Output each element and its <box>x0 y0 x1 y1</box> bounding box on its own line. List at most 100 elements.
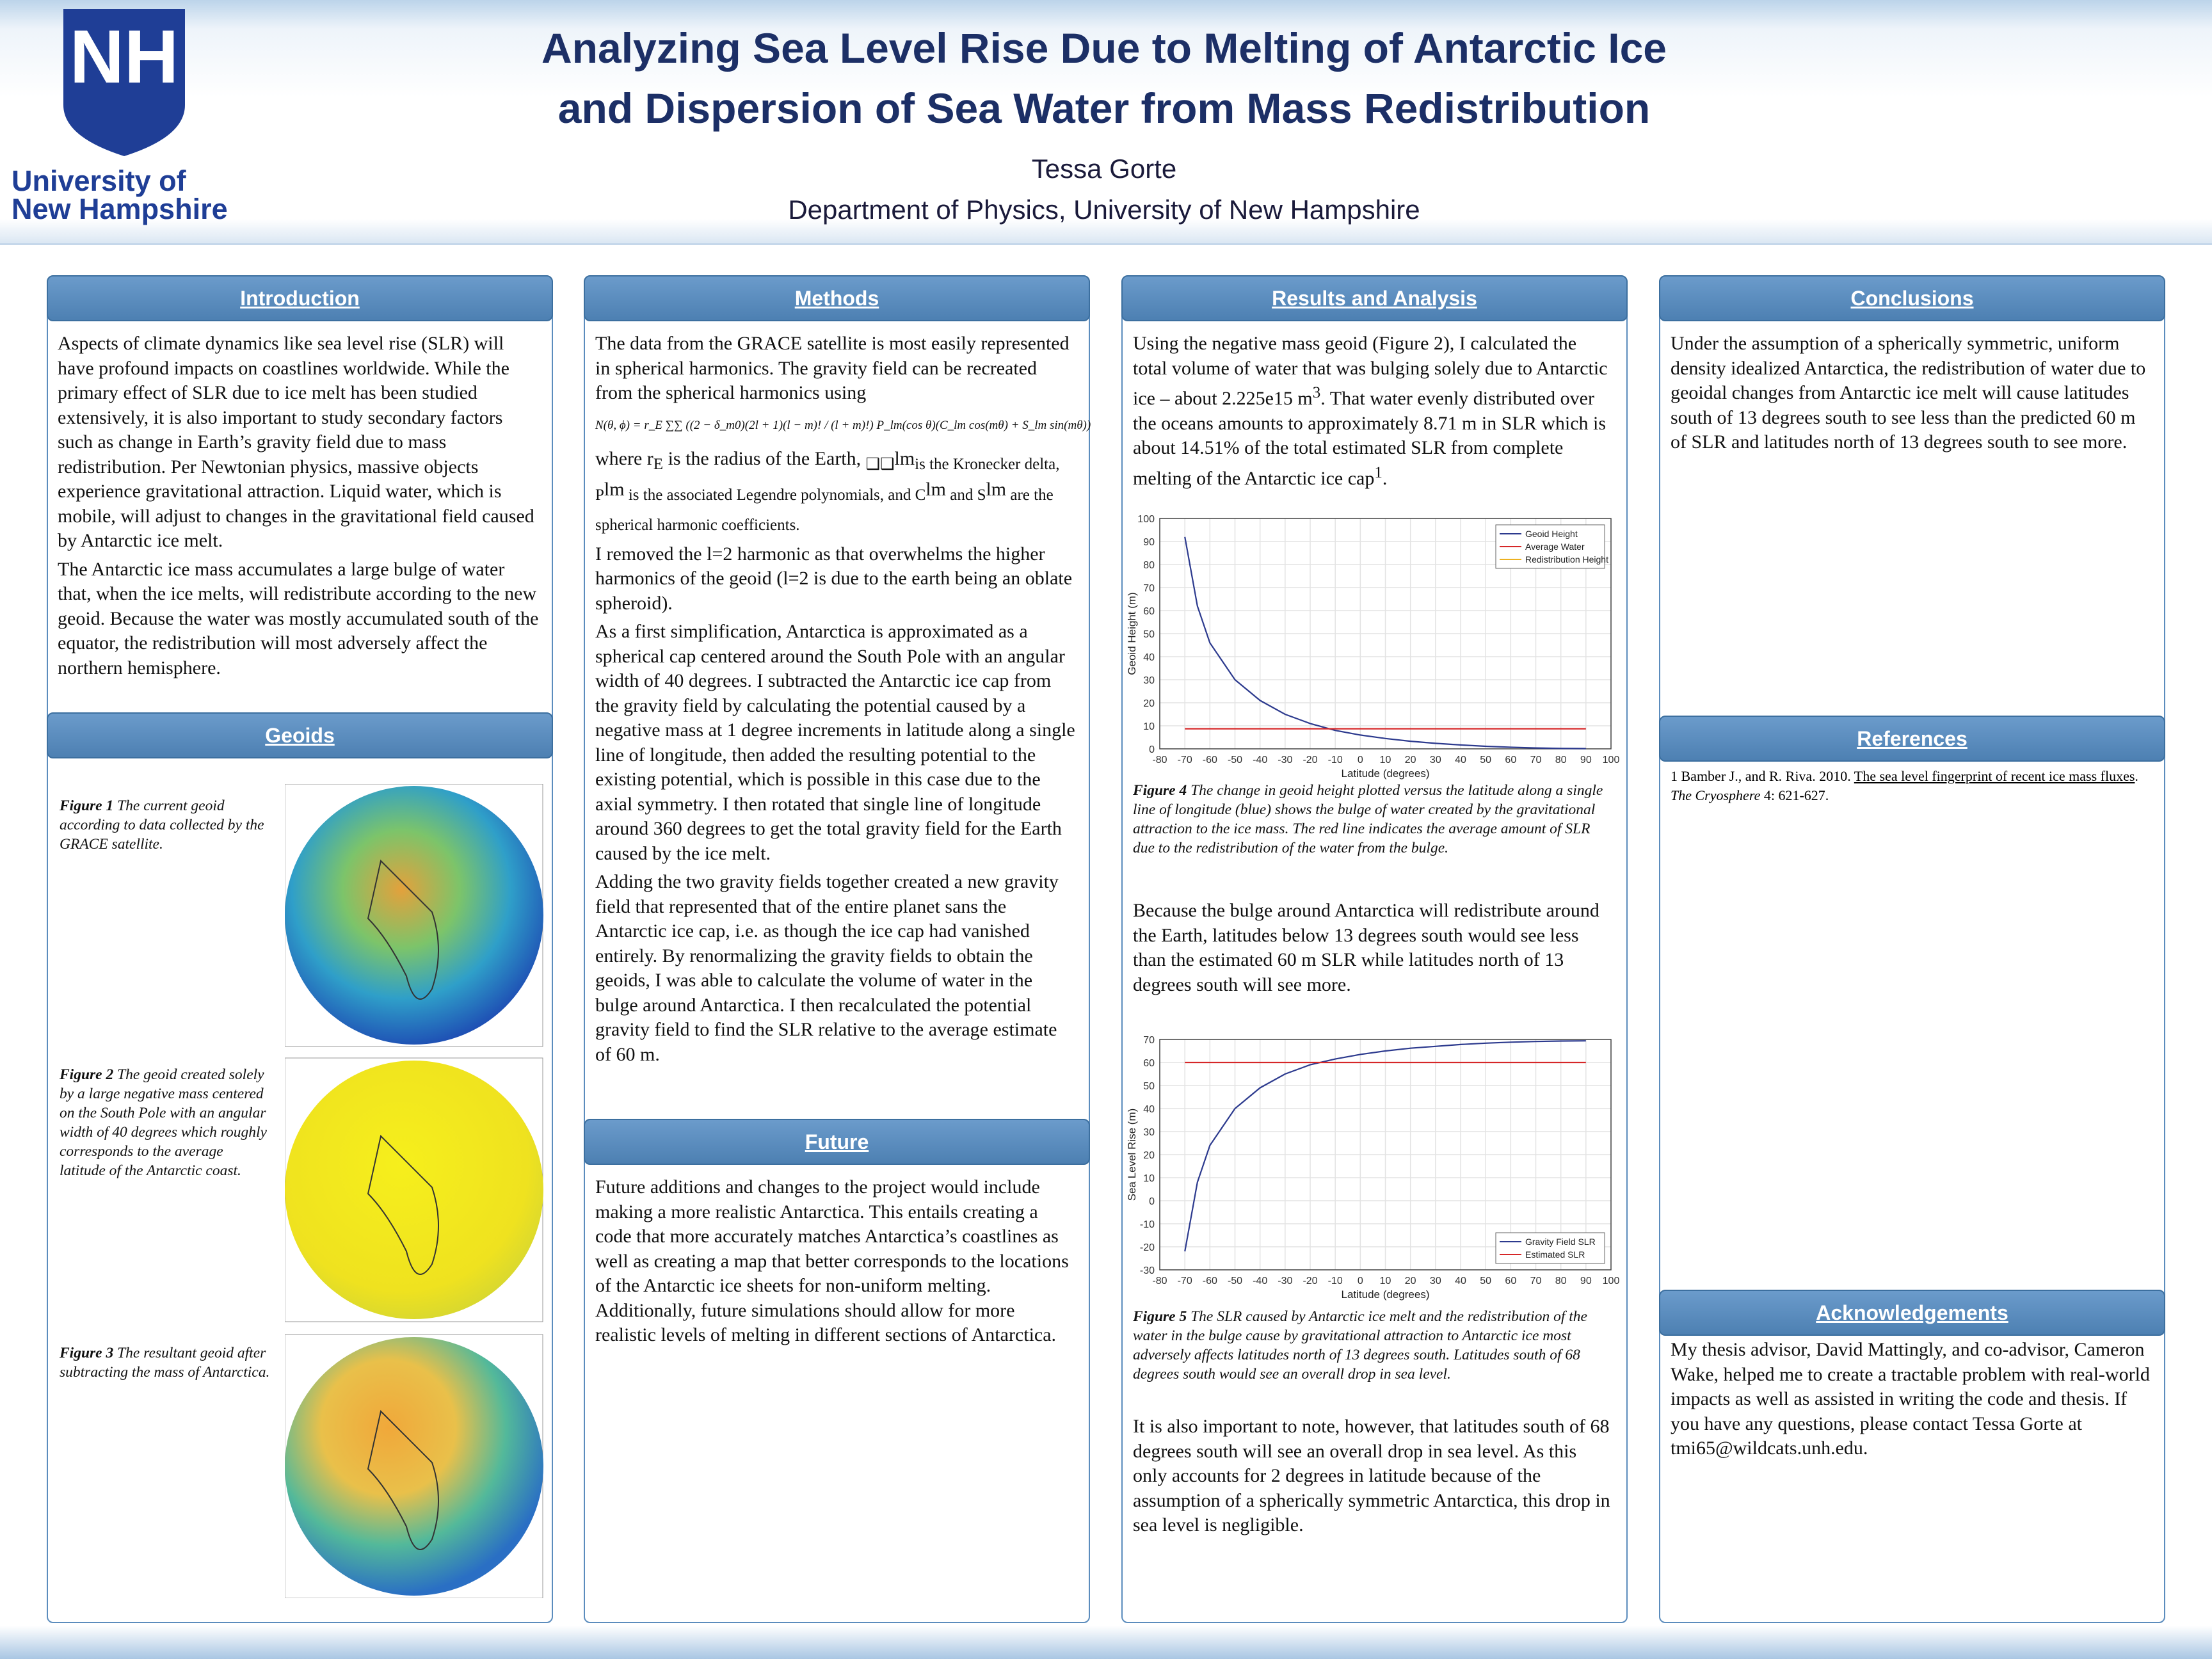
legend-label: Estimated SLR <box>1525 1249 1585 1260</box>
section-heading: Geoids <box>47 712 553 758</box>
x-tick-label: 80 <box>1555 1276 1567 1286</box>
text-run: lm <box>604 478 625 500</box>
y-tick-label: 0 <box>1149 744 1155 755</box>
text-run: lm <box>926 478 946 500</box>
x-tick-label: 50 <box>1480 1276 1491 1286</box>
figure-label: Figure 3 <box>60 1345 114 1361</box>
y-tick-label: 80 <box>1143 560 1155 571</box>
x-tick-label: -20 <box>1302 1276 1317 1286</box>
coastline <box>367 1135 439 1275</box>
legend-label: Redistribution Height <box>1525 554 1608 565</box>
axes-frame <box>1159 518 1612 749</box>
x-tick-label: 80 <box>1555 755 1567 765</box>
section-text: Aspects of climate dynamics like sea lev… <box>58 332 539 684</box>
ref-text: 1 Bamber J., and R. Riva. 2010. <box>1671 768 1854 784</box>
legend-label: Average Water <box>1525 541 1585 552</box>
section-heading: Introduction <box>47 275 553 321</box>
y-tick-label: 0 <box>1149 1196 1155 1207</box>
script-text: 1 <box>1374 463 1382 481</box>
y-tick-label: 60 <box>1143 606 1155 617</box>
x-tick-label: -40 <box>1253 1276 1267 1286</box>
section-heading: Conclusions <box>1659 275 2165 321</box>
x-tick-label: -30 <box>1278 1276 1292 1286</box>
script-text: are the spherical harmonic coefficients. <box>595 486 1054 534</box>
coastline <box>367 860 439 1000</box>
figure-caption: Figure 3 The resultant geoid after subtr… <box>60 1343 271 1382</box>
ref-text: 4: 621-627. <box>1760 787 1829 803</box>
y-tick-label: 30 <box>1143 1127 1155 1138</box>
figure-caption: Figure 1 The current geoid according to … <box>60 796 271 854</box>
footer-band <box>0 1626 2212 1659</box>
paragraph: As a first simplification, Antarctica is… <box>595 621 1075 864</box>
column <box>1659 276 2165 1623</box>
section-heading: Results and Analysis <box>1121 275 1628 321</box>
y-tick-label: 70 <box>1143 583 1155 594</box>
script-text: 3 <box>1312 384 1321 401</box>
x-tick-label: -70 <box>1178 1276 1192 1286</box>
globe <box>285 786 543 1045</box>
y-tick-label: 10 <box>1143 1173 1155 1184</box>
section-heading: Methods <box>584 275 1090 321</box>
x-axis-label: Latitude (degrees) <box>1342 767 1430 780</box>
x-tick-label: -70 <box>1178 755 1192 765</box>
text-run: lm <box>986 478 1007 500</box>
caption-text: The resultant geoid after subtracting th… <box>60 1345 270 1381</box>
script-text: is the associated Legendre polynomials, … <box>624 486 926 504</box>
section-text: My thesis advisor, David Mattingly, and … <box>1671 1338 2152 1465</box>
x-tick-label: -50 <box>1228 1276 1242 1286</box>
x-tick-label: -30 <box>1278 755 1292 765</box>
department: Department of Physics, University of New… <box>788 195 1420 225</box>
paragraph: Aspects of climate dynamics like sea lev… <box>58 333 534 551</box>
y-tick-label: 70 <box>1143 1035 1155 1046</box>
y-tick-label: 40 <box>1143 1104 1155 1115</box>
paragraph: I removed the l=2 harmonic as that overw… <box>595 543 1073 614</box>
x-tick-label: 20 <box>1405 755 1416 765</box>
x-tick-label: 100 <box>1603 755 1620 765</box>
section-text: The data from the GRACE satellite is mos… <box>595 332 1091 1071</box>
figure-caption: Figure 4 The change in geoid height plot… <box>1133 781 1614 858</box>
section-text: It is also important to note, however, t… <box>1133 1415 1614 1542</box>
script-text: is the Kronecker delta, P <box>595 456 1060 504</box>
chart: -30 -20 -10 0 10 20 30 40 50 60 70 -80 -70 -60 -50 -40 -… <box>1126 1035 1619 1301</box>
coastline <box>367 1410 439 1550</box>
x-tick-label: 90 <box>1580 755 1592 765</box>
axes-frame <box>1159 1039 1612 1270</box>
figure-caption: Figure 2 The geoid created solely by a l… <box>60 1065 271 1180</box>
y-tick-label: -30 <box>1140 1265 1155 1276</box>
text-run: lm <box>894 448 915 469</box>
text-run: Using the negative mass geoid (Figure 2)… <box>1133 333 1608 409</box>
section-heading: Future <box>584 1119 1090 1165</box>
author: Tessa Gorte <box>1031 154 1177 184</box>
y-tick-label: -10 <box>1140 1219 1155 1230</box>
paragraph: Using the negative mass geoid (Figure 2)… <box>1133 332 1614 491</box>
x-tick-label: 50 <box>1480 755 1491 765</box>
script-text: E <box>653 456 664 473</box>
globe <box>285 1061 543 1319</box>
paragraph: Under the assumption of a spherically sy… <box>1671 333 2146 453</box>
figure-label: Figure 5 <box>1133 1308 1187 1325</box>
figure-caption: Figure 5 The SLR caused by Antarctic ice… <box>1133 1307 1614 1384</box>
figure-label: Figure 4 <box>1133 782 1187 799</box>
title: Analyzing Sea Level Rise Due to Melting … <box>541 24 1667 72</box>
paragraph: Because the bulge around Antarctica will… <box>1133 900 1599 995</box>
y-tick-label: 10 <box>1143 721 1155 732</box>
x-tick-label: -10 <box>1328 755 1343 765</box>
y-tick-label: 60 <box>1143 1058 1155 1069</box>
section-heading: References <box>1659 716 2165 762</box>
script-text: and S <box>945 486 986 504</box>
x-tick-label: 70 <box>1530 1276 1542 1286</box>
logo-mark: NH <box>70 15 179 99</box>
text-run: . <box>1382 467 1388 489</box>
y-tick-label: 50 <box>1143 1081 1155 1092</box>
paragraph: It is also important to note, however, t… <box>1133 1416 1610 1535</box>
y-tick-label: 30 <box>1143 675 1155 686</box>
x-tick-label: 10 <box>1380 755 1391 765</box>
section-text: Because the bulge around Antarctica will… <box>1133 899 1614 1001</box>
paragraph: The data from the GRACE satellite is mos… <box>595 333 1070 403</box>
legend-box <box>1495 1232 1605 1264</box>
y-tick-label: 20 <box>1143 1150 1155 1161</box>
paragraph: Future additions and changes to the proj… <box>595 1176 1069 1345</box>
ref-journal: The Cryosphere <box>1671 787 1761 803</box>
